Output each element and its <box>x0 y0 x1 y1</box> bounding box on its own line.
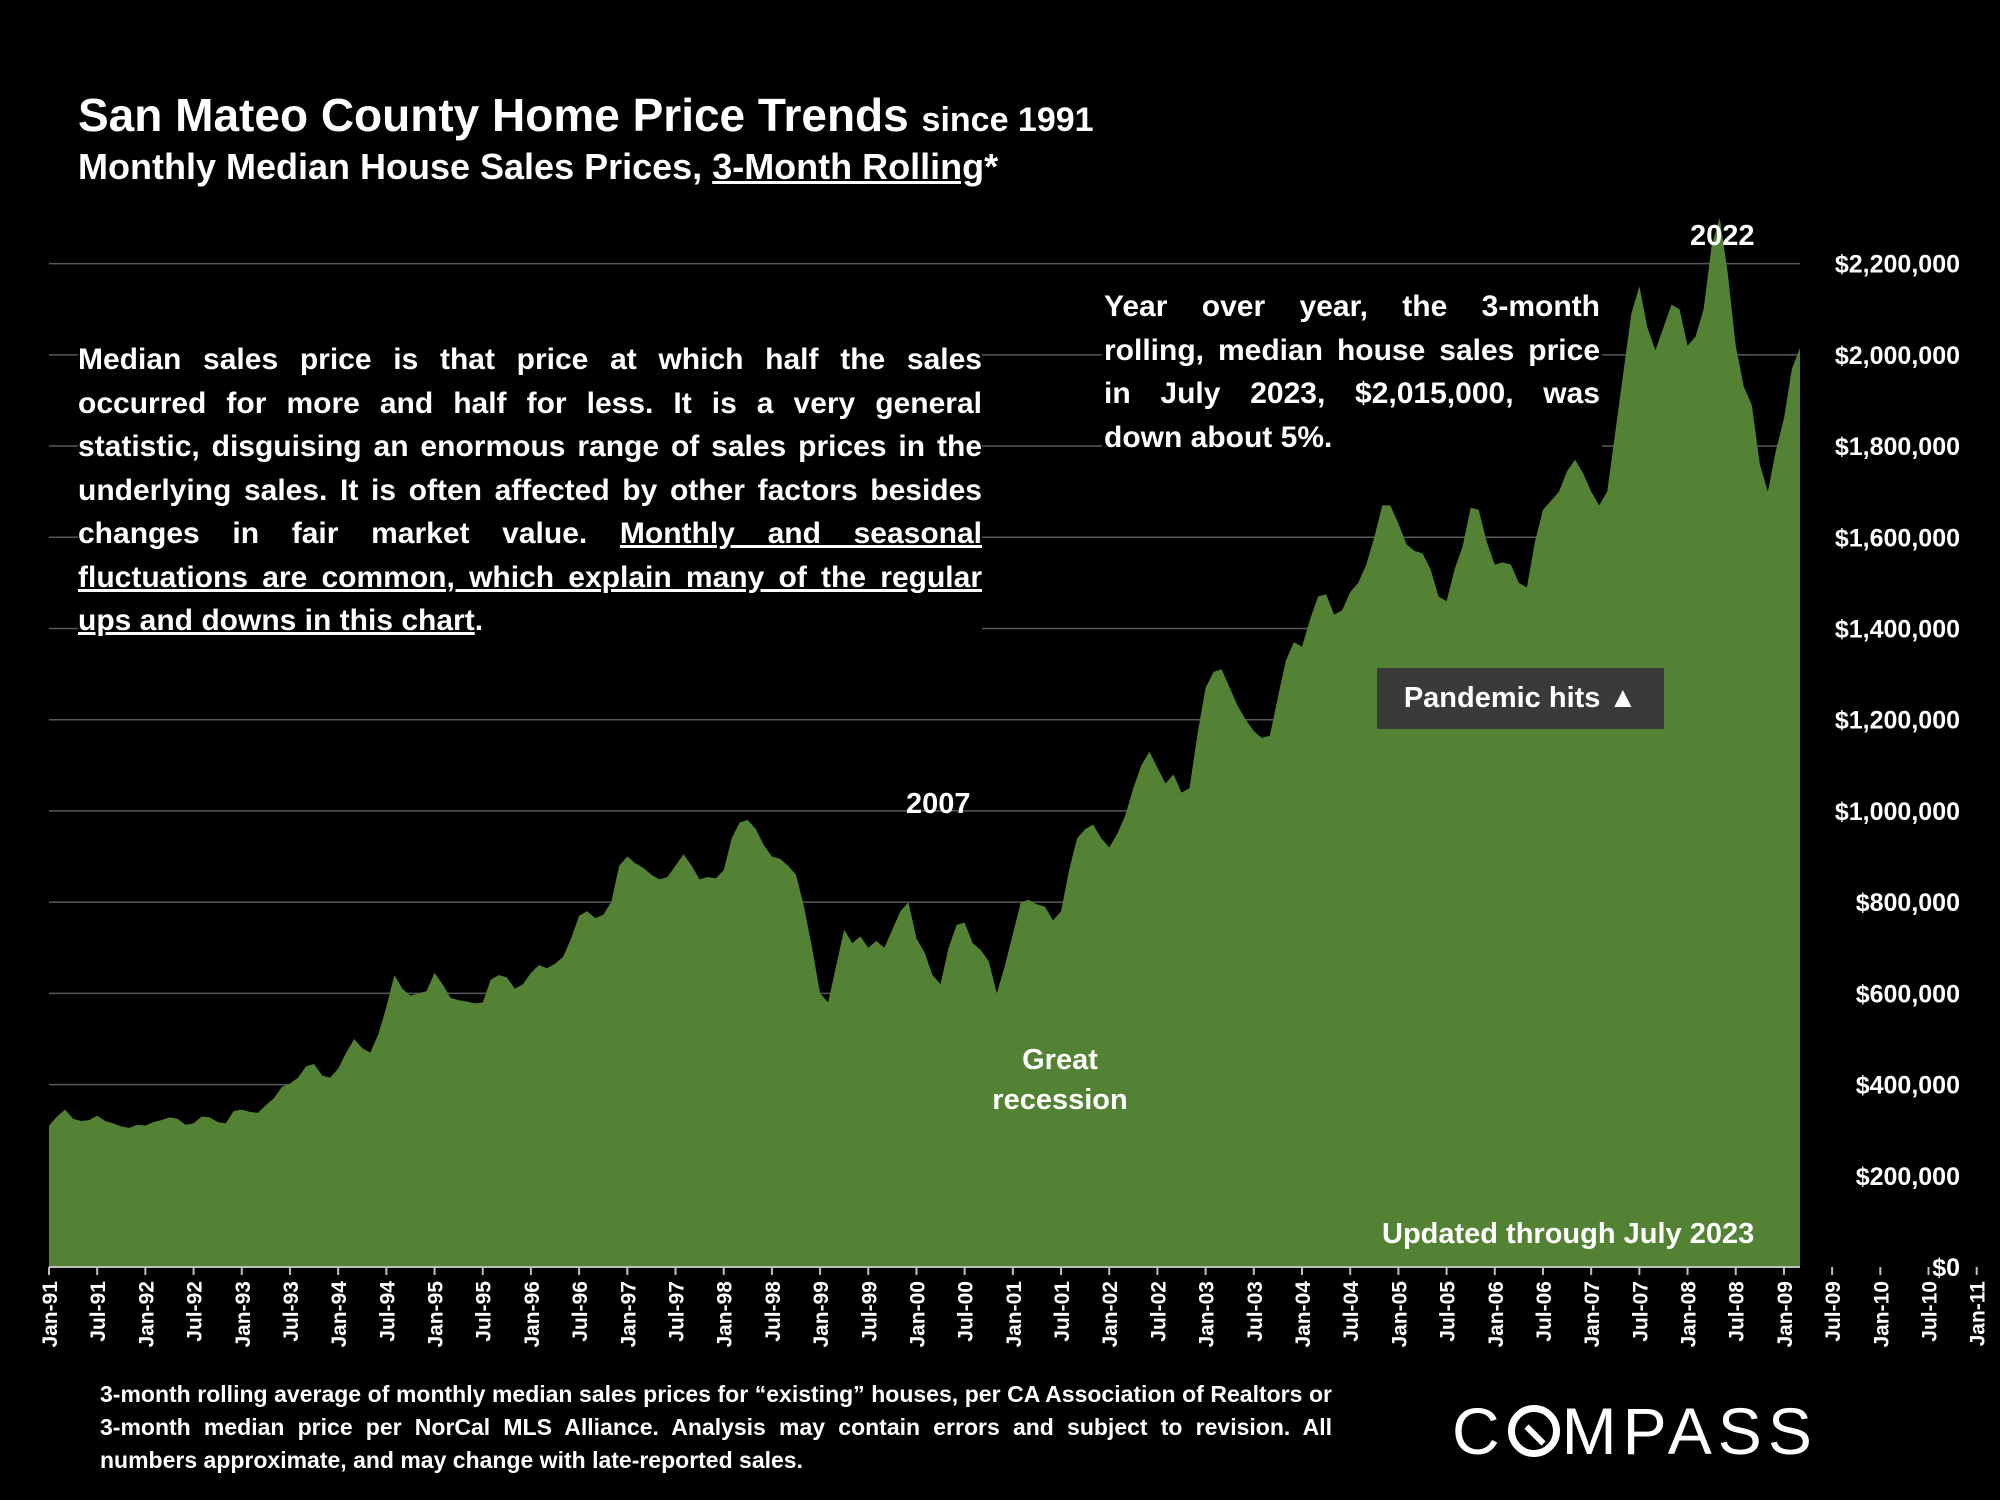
x-tick-label: Jul-96 <box>569 1281 592 1342</box>
label-2022: 2022 <box>1690 220 1755 252</box>
y-tick-label: $200,000 <box>1856 1163 1960 1191</box>
y-tick-label: $400,000 <box>1856 1072 1960 1100</box>
x-tick-label: Jul-97 <box>666 1281 689 1342</box>
x-tick-label: Jul-10 <box>1919 1281 1942 1342</box>
x-tick-label: Jul-94 <box>376 1281 399 1342</box>
y-tick-label: $1,400,000 <box>1835 615 1960 643</box>
y-tick-label: $1,800,000 <box>1835 433 1960 461</box>
price-area-series <box>49 218 1800 1267</box>
x-tick-label: Jul-07 <box>1629 1281 1652 1342</box>
x-tick-label: Jul-91 <box>87 1281 110 1342</box>
page-subtitle: Monthly Median House Sales Prices, 3-Mon… <box>78 146 999 187</box>
label-2007: 2007 <box>906 788 971 820</box>
x-tick-label: Jan-08 <box>1678 1281 1701 1348</box>
x-tick-label: Jan-11 <box>1967 1281 1990 1347</box>
y-tick-label: $1,000,000 <box>1835 798 1960 826</box>
x-tick-label: Jul-98 <box>762 1281 785 1342</box>
x-tick-label: Jan-02 <box>1099 1281 1122 1348</box>
y-tick-label: $0 <box>1932 1254 1960 1282</box>
title-suffix: since 1991 <box>921 101 1094 139</box>
x-tick-label: Jan-09 <box>1774 1281 1797 1348</box>
x-tick-label: Jan-98 <box>714 1281 737 1348</box>
x-tick-label: Jan-00 <box>906 1281 929 1348</box>
footnote: 3-month rolling average of monthly media… <box>100 1381 1332 1473</box>
x-tick-label: Jan-94 <box>328 1281 351 1348</box>
y-tick-label: $800,000 <box>1856 889 1960 917</box>
x-tick-label: Jul-95 <box>473 1281 496 1342</box>
x-tick-label: Jan-03 <box>1196 1281 1219 1348</box>
rolling-link: 3-Month Rolling <box>712 146 985 187</box>
fluctuation-note: Monthly and seasonal fluctuations are co… <box>78 517 982 637</box>
x-tick-label: Jul-01 <box>1051 1281 1074 1342</box>
x-tick-label: Jul-92 <box>184 1281 207 1342</box>
updated-label: Updated through July 2023 <box>1382 1218 1755 1250</box>
y-tick-label: $2,000,000 <box>1835 342 1960 370</box>
great-recession-label: Great recession <box>992 1044 1128 1116</box>
x-tick-label: Jul-05 <box>1437 1281 1460 1342</box>
price-area <box>49 218 1800 1267</box>
x-axis: Jan-91 Jul-91 Jan-92 Jul-92 Jan-93 Jul-93 Jan-… <box>39 1266 1990 1348</box>
compass-o-icon <box>1507 1405 1560 1457</box>
x-tick-label: Jul-09 <box>1822 1281 1845 1342</box>
x-tick-label: Jul-04 <box>1340 1281 1363 1342</box>
x-tick-label: Jan-07 <box>1581 1281 1604 1348</box>
x-tick-label: Jan-95 <box>425 1281 448 1348</box>
x-tick-label: Jan-96 <box>521 1281 544 1348</box>
page-title: San Mateo County Home Price Trends since… <box>78 89 1094 141</box>
y-tick-label: $1,200,000 <box>1835 707 1960 735</box>
y-axis: $0 $200,000 $400,000 $600,000 $800,000 $1,000… <box>1835 251 1960 1282</box>
x-tick-label: Jan-04 <box>1292 1281 1315 1348</box>
median-explanation: Median sales price is that price at whic… <box>78 338 982 643</box>
yoy-note: Year over year, the 3-month rolling, med… <box>1102 285 1602 459</box>
x-tick-label: Jul-99 <box>858 1281 881 1342</box>
compass-logo: C MPASS <box>1452 1394 1818 1468</box>
y-tick-label: $600,000 <box>1856 980 1960 1008</box>
y-tick-label: $1,600,000 <box>1835 524 1960 552</box>
x-tick-label: Jan-01 <box>1003 1281 1026 1348</box>
x-tick-label: Jan-06 <box>1485 1281 1508 1348</box>
x-tick-label: Jan-93 <box>232 1281 255 1348</box>
x-tick-label: Jan-05 <box>1388 1281 1411 1348</box>
x-tick-label: Jan-92 <box>135 1281 158 1348</box>
x-tick-label: Jan-10 <box>1870 1281 1893 1348</box>
x-tick-label: Jul-03 <box>1244 1281 1267 1342</box>
x-tick-label: Jan-99 <box>810 1281 833 1348</box>
x-tick-label: Jul-00 <box>955 1281 978 1342</box>
x-tick-label: Jul-06 <box>1533 1281 1556 1342</box>
y-tick-label: $2,200,000 <box>1835 251 1960 279</box>
pandemic-label: Pandemic hits ▲ <box>1377 668 1664 729</box>
x-tick-label: Jul-08 <box>1726 1281 1749 1342</box>
x-tick-label: Jan-91 <box>39 1281 62 1348</box>
x-tick-label: Jul-93 <box>280 1281 303 1342</box>
x-tick-label: Jul-02 <box>1147 1281 1170 1342</box>
x-tick-label: Jan-97 <box>617 1281 640 1348</box>
